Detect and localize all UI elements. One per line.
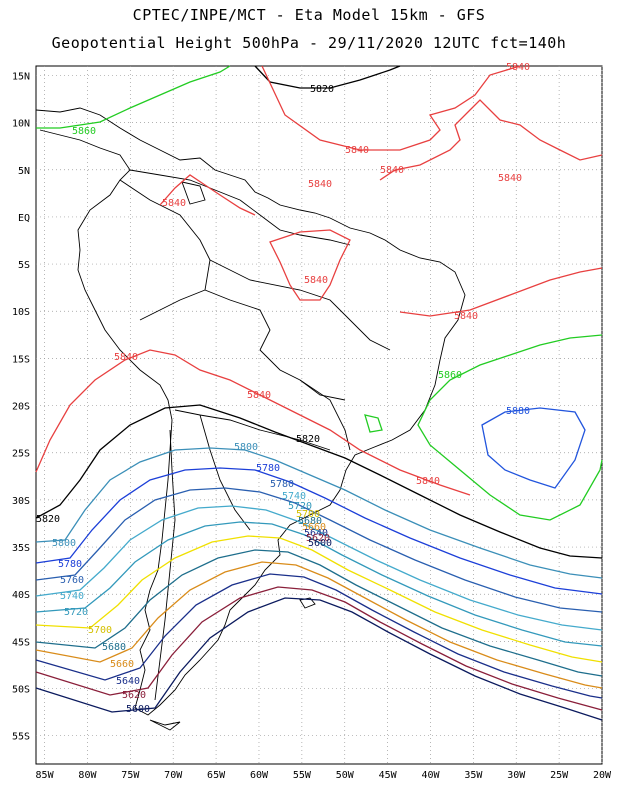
contour-5680	[35, 549, 603, 677]
label-5620-west: 5620	[122, 690, 146, 701]
label-5840-g: 5840	[304, 275, 328, 286]
lon-tick-80W: 80W	[78, 770, 97, 781]
contour-5740	[35, 505, 603, 631]
lat-tick-15S: 15S	[12, 354, 30, 365]
contour-5760	[35, 487, 603, 613]
label-5640-west: 5640	[116, 676, 140, 687]
contour-5860-east	[417, 334, 603, 521]
label-5820-west: 5820	[36, 514, 60, 525]
contour-5840-ne	[261, 65, 521, 151]
lat-tick-10S: 10S	[12, 307, 30, 318]
contour-5820-central	[35, 404, 603, 559]
label-5840-h: 5840	[454, 311, 478, 322]
contour-5620	[35, 586, 603, 711]
contour-labels: 5860 5820 5840 5840 5840 5840 5840 5840 …	[36, 62, 530, 715]
label-5840-j: 5840	[247, 390, 271, 401]
title-line-1: CPTEC/INPE/MCT - Eta Model 15km - GFS	[132, 6, 486, 24]
label-5840-a: 5840	[506, 62, 530, 73]
lon-tick-35W: 35W	[464, 770, 483, 781]
lon-tick-55W: 55W	[293, 770, 312, 781]
lon-tick-75W: 75W	[121, 770, 140, 781]
label-5740-west: 5740	[60, 591, 84, 602]
lon-tick-65W: 65W	[207, 770, 226, 781]
label-5780-a: 5780	[256, 463, 280, 474]
contour-5840-e	[379, 99, 603, 181]
title-line-2: Geopotential Height 500hPa - 29/11/2020 …	[51, 34, 567, 52]
label-5840-e: 5840	[308, 179, 332, 190]
lat-tick-15N: 15N	[12, 71, 30, 82]
label-5880: 5880	[506, 406, 530, 417]
label-5860-east: 5860	[438, 370, 462, 381]
lat-tick-45S: 45S	[12, 637, 30, 648]
label-5680-a: 5680	[298, 516, 322, 527]
lon-tick-60W: 60W	[250, 770, 269, 781]
lat-tick-55S: 55S	[12, 732, 30, 743]
lon-tick-85W: 85W	[36, 770, 55, 781]
label-5800-west: 5800	[52, 538, 76, 549]
contour-5860-blob	[364, 414, 383, 433]
label-5640-a: 5640	[304, 528, 328, 539]
contour-5840-east	[399, 267, 603, 317]
lat-tick-25S: 25S	[12, 449, 30, 460]
label-5700-a: 5700	[296, 509, 320, 520]
contour-5860-nw	[36, 65, 231, 129]
lat-tick-10N: 10N	[12, 119, 30, 130]
lon-tick-labels: 85W 80W 75W 70W 65W 60W 55W 50W 45W 40W 35W 30W 25W 2…	[36, 770, 612, 781]
lon-tick-30W: 30W	[507, 770, 526, 781]
label-5600-a: 5600	[308, 538, 332, 549]
label-5660-a: 5660	[302, 522, 326, 533]
contour-5840-n	[159, 174, 256, 216]
label-5780-b: 5780	[270, 479, 294, 490]
lat-tick-labels: 15N 10N 5N EQ 5S 10S 15S 20S 25S 30S 35S 40S 45S 50S 5…	[12, 71, 30, 742]
lon-tick-70W: 70W	[164, 770, 183, 781]
contour-5840-main	[35, 349, 471, 496]
contour-5720	[35, 521, 603, 647]
label-5760-west: 5760	[60, 575, 84, 586]
label-5800-a: 5800	[234, 442, 258, 453]
coastlines	[35, 107, 466, 731]
label-5660-west: 5660	[110, 659, 134, 670]
label-5600-west: 5600	[126, 704, 150, 715]
label-5840-k: 5840	[416, 476, 440, 487]
lat-tick-5S: 5S	[18, 260, 30, 271]
label-5720-a: 5720	[288, 501, 312, 512]
label-5840-b: 5840	[345, 145, 369, 156]
label-5840-i: 5840	[114, 352, 138, 363]
lon-tick-20W: 20W	[593, 770, 612, 781]
contour-5840-amazon	[269, 229, 351, 301]
label-5820-north: 5820	[310, 84, 334, 95]
lon-tick-25W: 25W	[550, 770, 569, 781]
lat-tick-30S: 30S	[12, 496, 30, 507]
contour-5880	[481, 407, 586, 489]
label-5700-west: 5700	[88, 625, 112, 636]
contour-5800	[35, 447, 603, 579]
contour-5780	[35, 467, 603, 595]
lon-tick-50W: 50W	[336, 770, 355, 781]
contour-5700	[35, 535, 603, 663]
contours	[35, 65, 603, 721]
lat-tick-20S: 20S	[12, 402, 30, 413]
lat-tick-50S: 50S	[12, 685, 30, 696]
label-5740-a: 5740	[282, 491, 306, 502]
lat-tick-40S: 40S	[12, 590, 30, 601]
lon-tick-40W: 40W	[421, 770, 440, 781]
contour-5640	[35, 573, 603, 699]
lat-tick-5N: 5N	[18, 166, 30, 177]
label-5820-central: 5820	[296, 434, 320, 445]
lon-tick-45W: 45W	[379, 770, 398, 781]
contour-5660	[35, 561, 603, 689]
contour-5600	[35, 597, 603, 721]
label-5840-d: 5840	[498, 173, 522, 184]
label-5780-west: 5780	[58, 559, 82, 570]
lat-tick-35S: 35S	[12, 543, 30, 554]
graticule	[36, 66, 603, 764]
label-5620-a: 5620	[306, 533, 330, 544]
label-5840-c: 5840	[380, 165, 404, 176]
label-5680-west: 5680	[102, 642, 126, 653]
lat-tick-EQ: EQ	[18, 213, 30, 224]
label-5860-nw: 5860	[72, 126, 96, 137]
label-5840-f: 5840	[162, 198, 186, 209]
label-5720-west: 5720	[64, 607, 88, 618]
